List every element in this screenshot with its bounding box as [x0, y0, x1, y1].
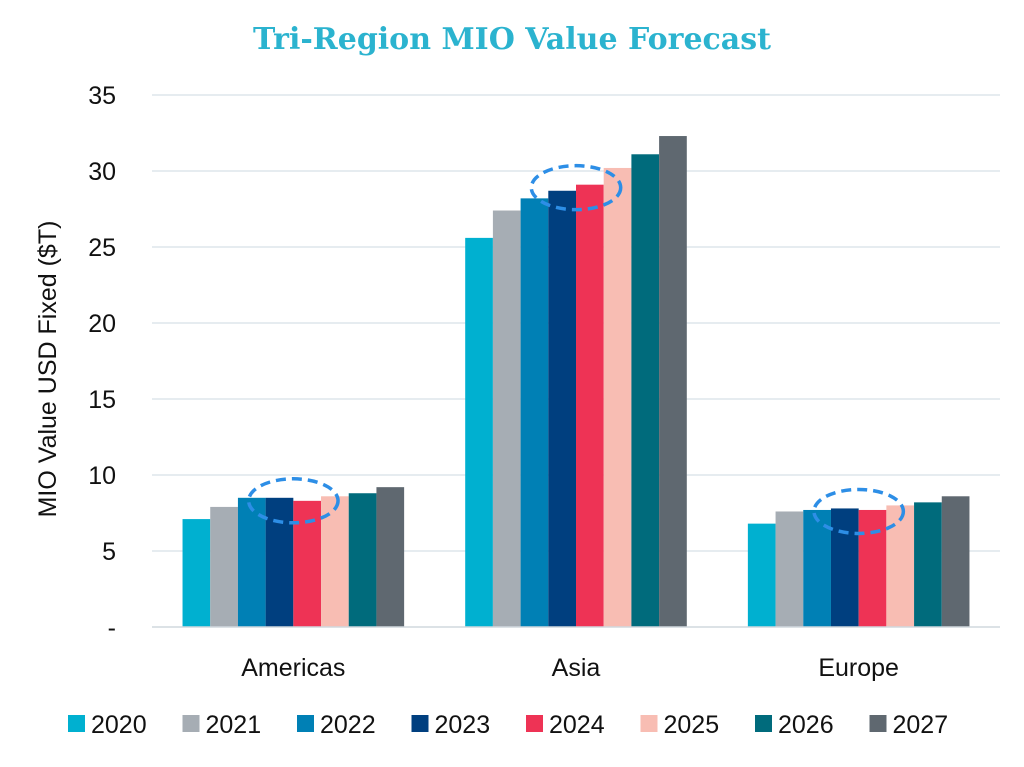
legend: 2020 2021 2022 2023 2024 2025 2026 2027 [68, 711, 948, 739]
legend-item-2020: 2020 [68, 711, 147, 739]
legend-item-2023: 2023 [411, 711, 491, 739]
legend-item-2025: 2025 [640, 711, 720, 739]
y-tick-label: 20 [88, 310, 116, 338]
legend-swatch [411, 715, 429, 732]
legend-swatch [869, 715, 887, 732]
bar-asia-2023 [548, 190, 576, 627]
legend-item-2022: 2022 [297, 711, 376, 739]
bars [182, 136, 970, 628]
category-label-europe: Europe [818, 654, 899, 682]
legend-swatch [640, 715, 658, 732]
legend-label: 2022 [320, 711, 376, 739]
bar-europe-2026 [914, 502, 942, 627]
legend-item-2024: 2024 [526, 711, 605, 739]
bar-americas-2026 [348, 493, 377, 627]
legend-label: 2021 [206, 711, 262, 739]
bar-asia-2027 [659, 136, 687, 628]
bar-europe-2027 [941, 496, 970, 627]
y-axis-ticks: - 5 10 15 20 25 30 35 [88, 82, 116, 642]
bar-europe-2023 [830, 508, 859, 627]
bar-americas-2020 [182, 519, 211, 627]
bar-americas-2025 [321, 496, 349, 627]
bar-americas-2022 [237, 497, 266, 627]
legend-label: 2020 [91, 711, 147, 739]
bar-asia-2025 [603, 167, 632, 627]
legend-item-2021: 2021 [182, 711, 262, 739]
legend-swatch [182, 715, 200, 732]
legend-label: 2024 [549, 711, 605, 739]
legend-label: 2027 [893, 711, 949, 739]
y-tick-label: 30 [88, 158, 116, 186]
bar-europe-2022 [803, 509, 831, 627]
bar-asia-2026 [631, 154, 660, 627]
y-tick-label: 35 [88, 82, 116, 110]
bar-americas-2021 [210, 506, 238, 627]
bar-europe-2021 [775, 511, 804, 627]
bar-asia-2022 [520, 198, 549, 628]
legend-label: 2023 [435, 711, 491, 739]
bar-americas-2024 [293, 500, 322, 627]
bar-americas-2023 [265, 497, 294, 627]
y-tick-label: 25 [88, 234, 116, 262]
chart-title: Tri-Region MIO Value Forecast [253, 22, 771, 57]
category-label-americas: Americas [241, 654, 345, 682]
category-labels: Americas Asia Europe [241, 654, 899, 682]
legend-swatch [526, 715, 543, 732]
legend-swatch [68, 715, 85, 732]
category-label-asia: Asia [552, 654, 601, 682]
highlight-ellipse-americas [246, 477, 340, 525]
y-tick-label: 15 [88, 386, 116, 414]
legend-label: 2025 [664, 711, 720, 739]
highlight-ellipse-europe [812, 487, 906, 536]
bar-europe-2024 [858, 509, 887, 627]
legend-item-2027: 2027 [869, 711, 949, 739]
bar-europe-2025 [886, 505, 915, 627]
y-axis-label: MIO Value USD Fixed ($T) [34, 221, 62, 518]
y-tick-label: 5 [102, 538, 116, 566]
bar-americas-2027 [376, 487, 405, 627]
legend-label: 2026 [778, 711, 834, 739]
bar-asia-2024 [576, 184, 604, 627]
bar-asia-2020 [465, 237, 493, 627]
legend-item-2026: 2026 [755, 711, 834, 739]
legend-swatch [297, 715, 314, 732]
highlight-ellipse-asia [529, 163, 623, 212]
y-tick-label: - [108, 614, 116, 642]
y-tick-label: 10 [88, 462, 116, 490]
bar-europe-2020 [747, 523, 776, 627]
highlight-ellipses [246, 163, 906, 536]
legend-swatch [755, 715, 772, 732]
bar-asia-2021 [492, 210, 521, 627]
